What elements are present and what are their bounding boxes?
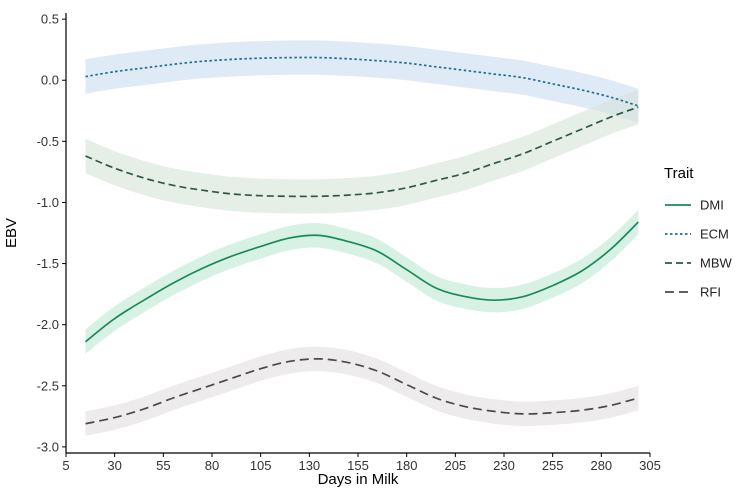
y-tick-label: -0.5 — [37, 134, 59, 149]
y-tick-label: -2.5 — [37, 378, 59, 393]
line-mbw — [85, 106, 639, 198]
x-tick-label: 230 — [493, 458, 515, 473]
legend: Trait DMI ECM MBW RFI — [664, 165, 733, 300]
legend-label-dmi: DMI — [700, 198, 724, 213]
line-ecm — [85, 56, 639, 107]
line-dmi — [84, 221, 639, 343]
legend-label-mbw: MBW — [700, 256, 733, 271]
y-tick-label: -1.5 — [37, 256, 59, 271]
y-tick-label: -1.0 — [37, 195, 59, 210]
series-lines — [84, 56, 639, 425]
band-dmi — [85, 209, 639, 354]
x-axis-ticks: 5 30 55 80 105 130 155 180 205 230 255 280 305 — [62, 453, 661, 473]
y-tick-label: 0.0 — [41, 73, 59, 88]
legend-label-rfi: RFI — [700, 285, 721, 300]
y-tick-label: -2.0 — [37, 317, 59, 332]
band-rfi — [85, 346, 639, 436]
y-axis-ticks: -3.0 -2.5 -2.0 -1.5 -1.0 -0.5 0.0 0.5 — [37, 12, 66, 454]
x-tick-label: 180 — [396, 458, 418, 473]
y-axis-title: EBV — [3, 218, 20, 248]
x-tick-label: 130 — [298, 458, 320, 473]
line-rfi — [85, 358, 639, 425]
x-tick-label: 155 — [347, 458, 369, 473]
x-axis-title: Days in Milk — [318, 471, 399, 488]
band-mbw — [85, 90, 639, 214]
legend-label-ecm: ECM — [700, 227, 729, 242]
y-tick-label: -3.0 — [37, 439, 59, 454]
x-tick-label: 205 — [444, 458, 466, 473]
x-tick-label: 30 — [107, 458, 121, 473]
y-tick-label: 0.5 — [41, 12, 59, 27]
x-tick-label: 305 — [639, 458, 661, 473]
x-tick-label: 105 — [250, 458, 272, 473]
x-tick-label: 80 — [205, 458, 219, 473]
legend-title: Trait — [664, 165, 694, 182]
x-tick-label: 280 — [590, 458, 612, 473]
x-tick-label: 5 — [62, 458, 69, 473]
x-tick-label: 255 — [542, 458, 564, 473]
confidence-bands — [85, 40, 639, 436]
x-tick-label: 55 — [156, 458, 170, 473]
band-ecm — [85, 40, 639, 123]
